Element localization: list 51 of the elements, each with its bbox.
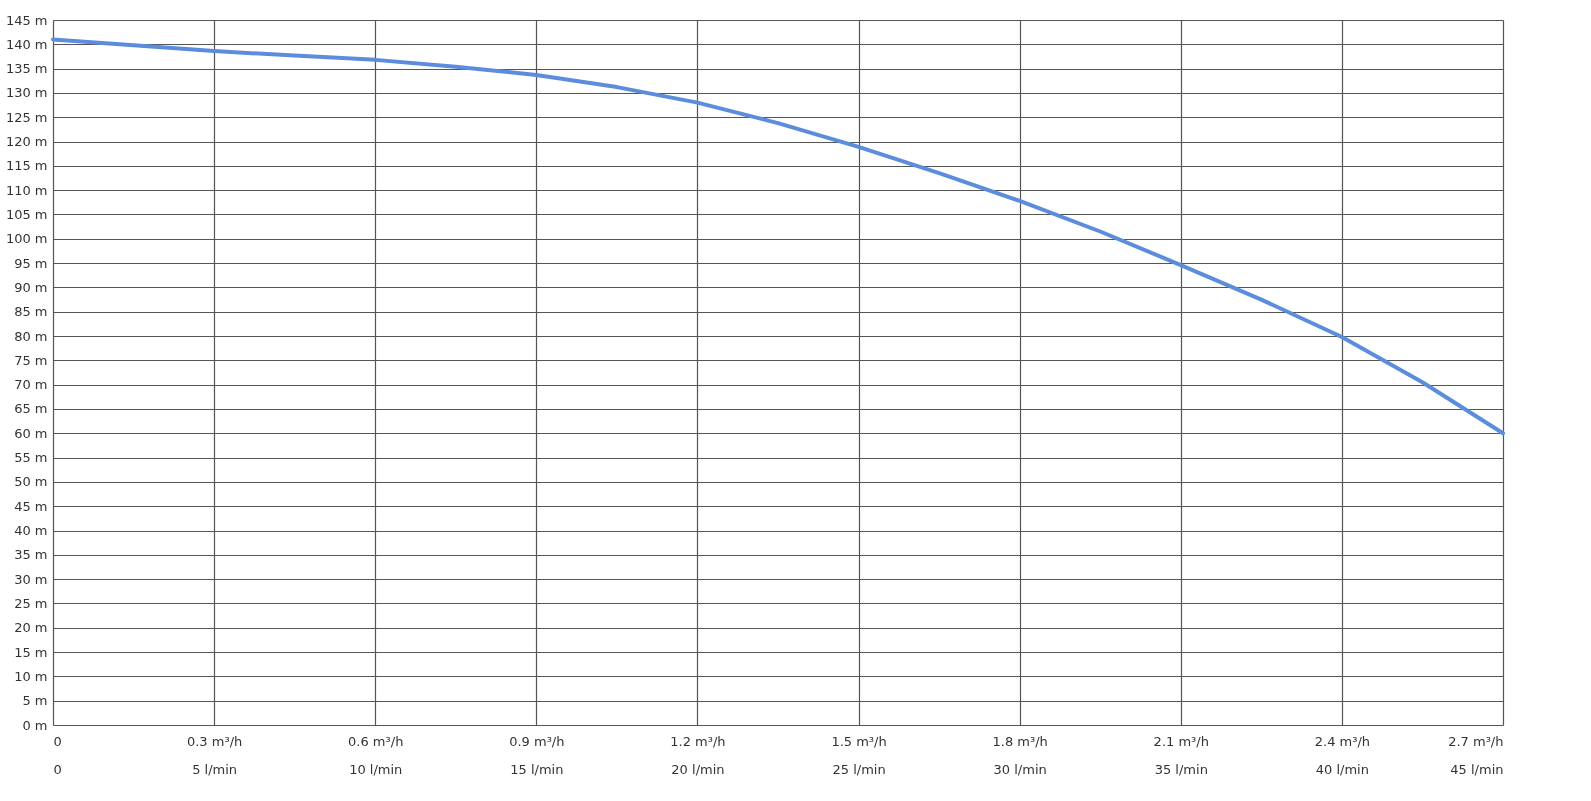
y-tick-label: 125 m [5, 109, 48, 125]
y-tick-label: 35 m [14, 547, 48, 563]
y-tick-label: 145 m [5, 12, 48, 28]
x2-tick-label: 5 l/min [192, 761, 238, 777]
y-tick-label: 15 m [14, 644, 48, 660]
x-tick-label: 2.1 m³/h [1153, 733, 1209, 749]
y-tick-label: 10 m [14, 668, 48, 684]
y-tick-label: 0 m [22, 717, 48, 733]
y-tick-label: 105 m [5, 206, 48, 222]
y-tick-label: 40 m [14, 523, 48, 539]
y-tick-label: 60 m [14, 425, 48, 441]
x2-tick-label: 20 l/min [671, 761, 725, 777]
x-tick-label: 2.7 m³/h [1448, 733, 1504, 749]
y-tick-label: 70 m [14, 377, 48, 393]
x2-tick-label: 15 l/min [510, 761, 564, 777]
x-tick-label: 0.3 m³/h [186, 733, 243, 749]
y-tick-label: 45 m [14, 498, 48, 514]
y-tick-label: 90 m [14, 279, 48, 295]
x2-tick-label: 25 l/min [832, 761, 886, 777]
x-tick-label: 1.8 m³/h [992, 733, 1048, 749]
y-tick-label: 95 m [14, 255, 48, 271]
y-tick-label: 5 m [22, 693, 48, 709]
x2-tick-label: 35 l/min [1154, 761, 1208, 777]
y-tick-label: 80 m [14, 328, 48, 344]
x2-tick-label: 45 l/min [1450, 761, 1504, 777]
x-tick-label: 1.5 m³/h [831, 733, 887, 749]
y-tick-label: 30 m [14, 571, 48, 587]
x2-tick-label: 0 [53, 761, 62, 777]
y-tick-label: 120 m [5, 134, 48, 150]
x-tick-label: 0.9 m³/h [509, 733, 565, 749]
y-tick-label: 100 m [5, 231, 48, 247]
x-tick-label: 0 [53, 733, 62, 749]
y-tick-label: 110 m [5, 182, 48, 198]
y-tick-label: 65 m [14, 401, 48, 417]
y-tick-label: 85 m [14, 304, 48, 320]
line-series [51, 37, 1505, 436]
y-tick-label: 135 m [5, 61, 48, 77]
y-tick-label: 75 m [14, 352, 48, 368]
y-tick-label: 20 m [14, 620, 48, 636]
y-tick-label: 115 m [5, 158, 48, 174]
y-tick-label: 50 m [14, 474, 48, 490]
x2-tick-label: 30 l/min [993, 761, 1047, 777]
y-tick-label: 25 m [14, 595, 48, 611]
x2-tick-label: 10 l/min [349, 761, 403, 777]
x-tick-label: 0.6 m³/h [348, 733, 404, 749]
y-tick-label: 130 m [5, 85, 48, 101]
x-tick-label: 2.4 m³/h [1314, 733, 1371, 749]
y-tick-label: 55 m [14, 450, 48, 466]
y-tick-label: 140 m [5, 36, 48, 52]
x2-tick-label: 40 l/min [1315, 761, 1369, 777]
x-tick-label: 1.2 m³/h [670, 733, 726, 749]
